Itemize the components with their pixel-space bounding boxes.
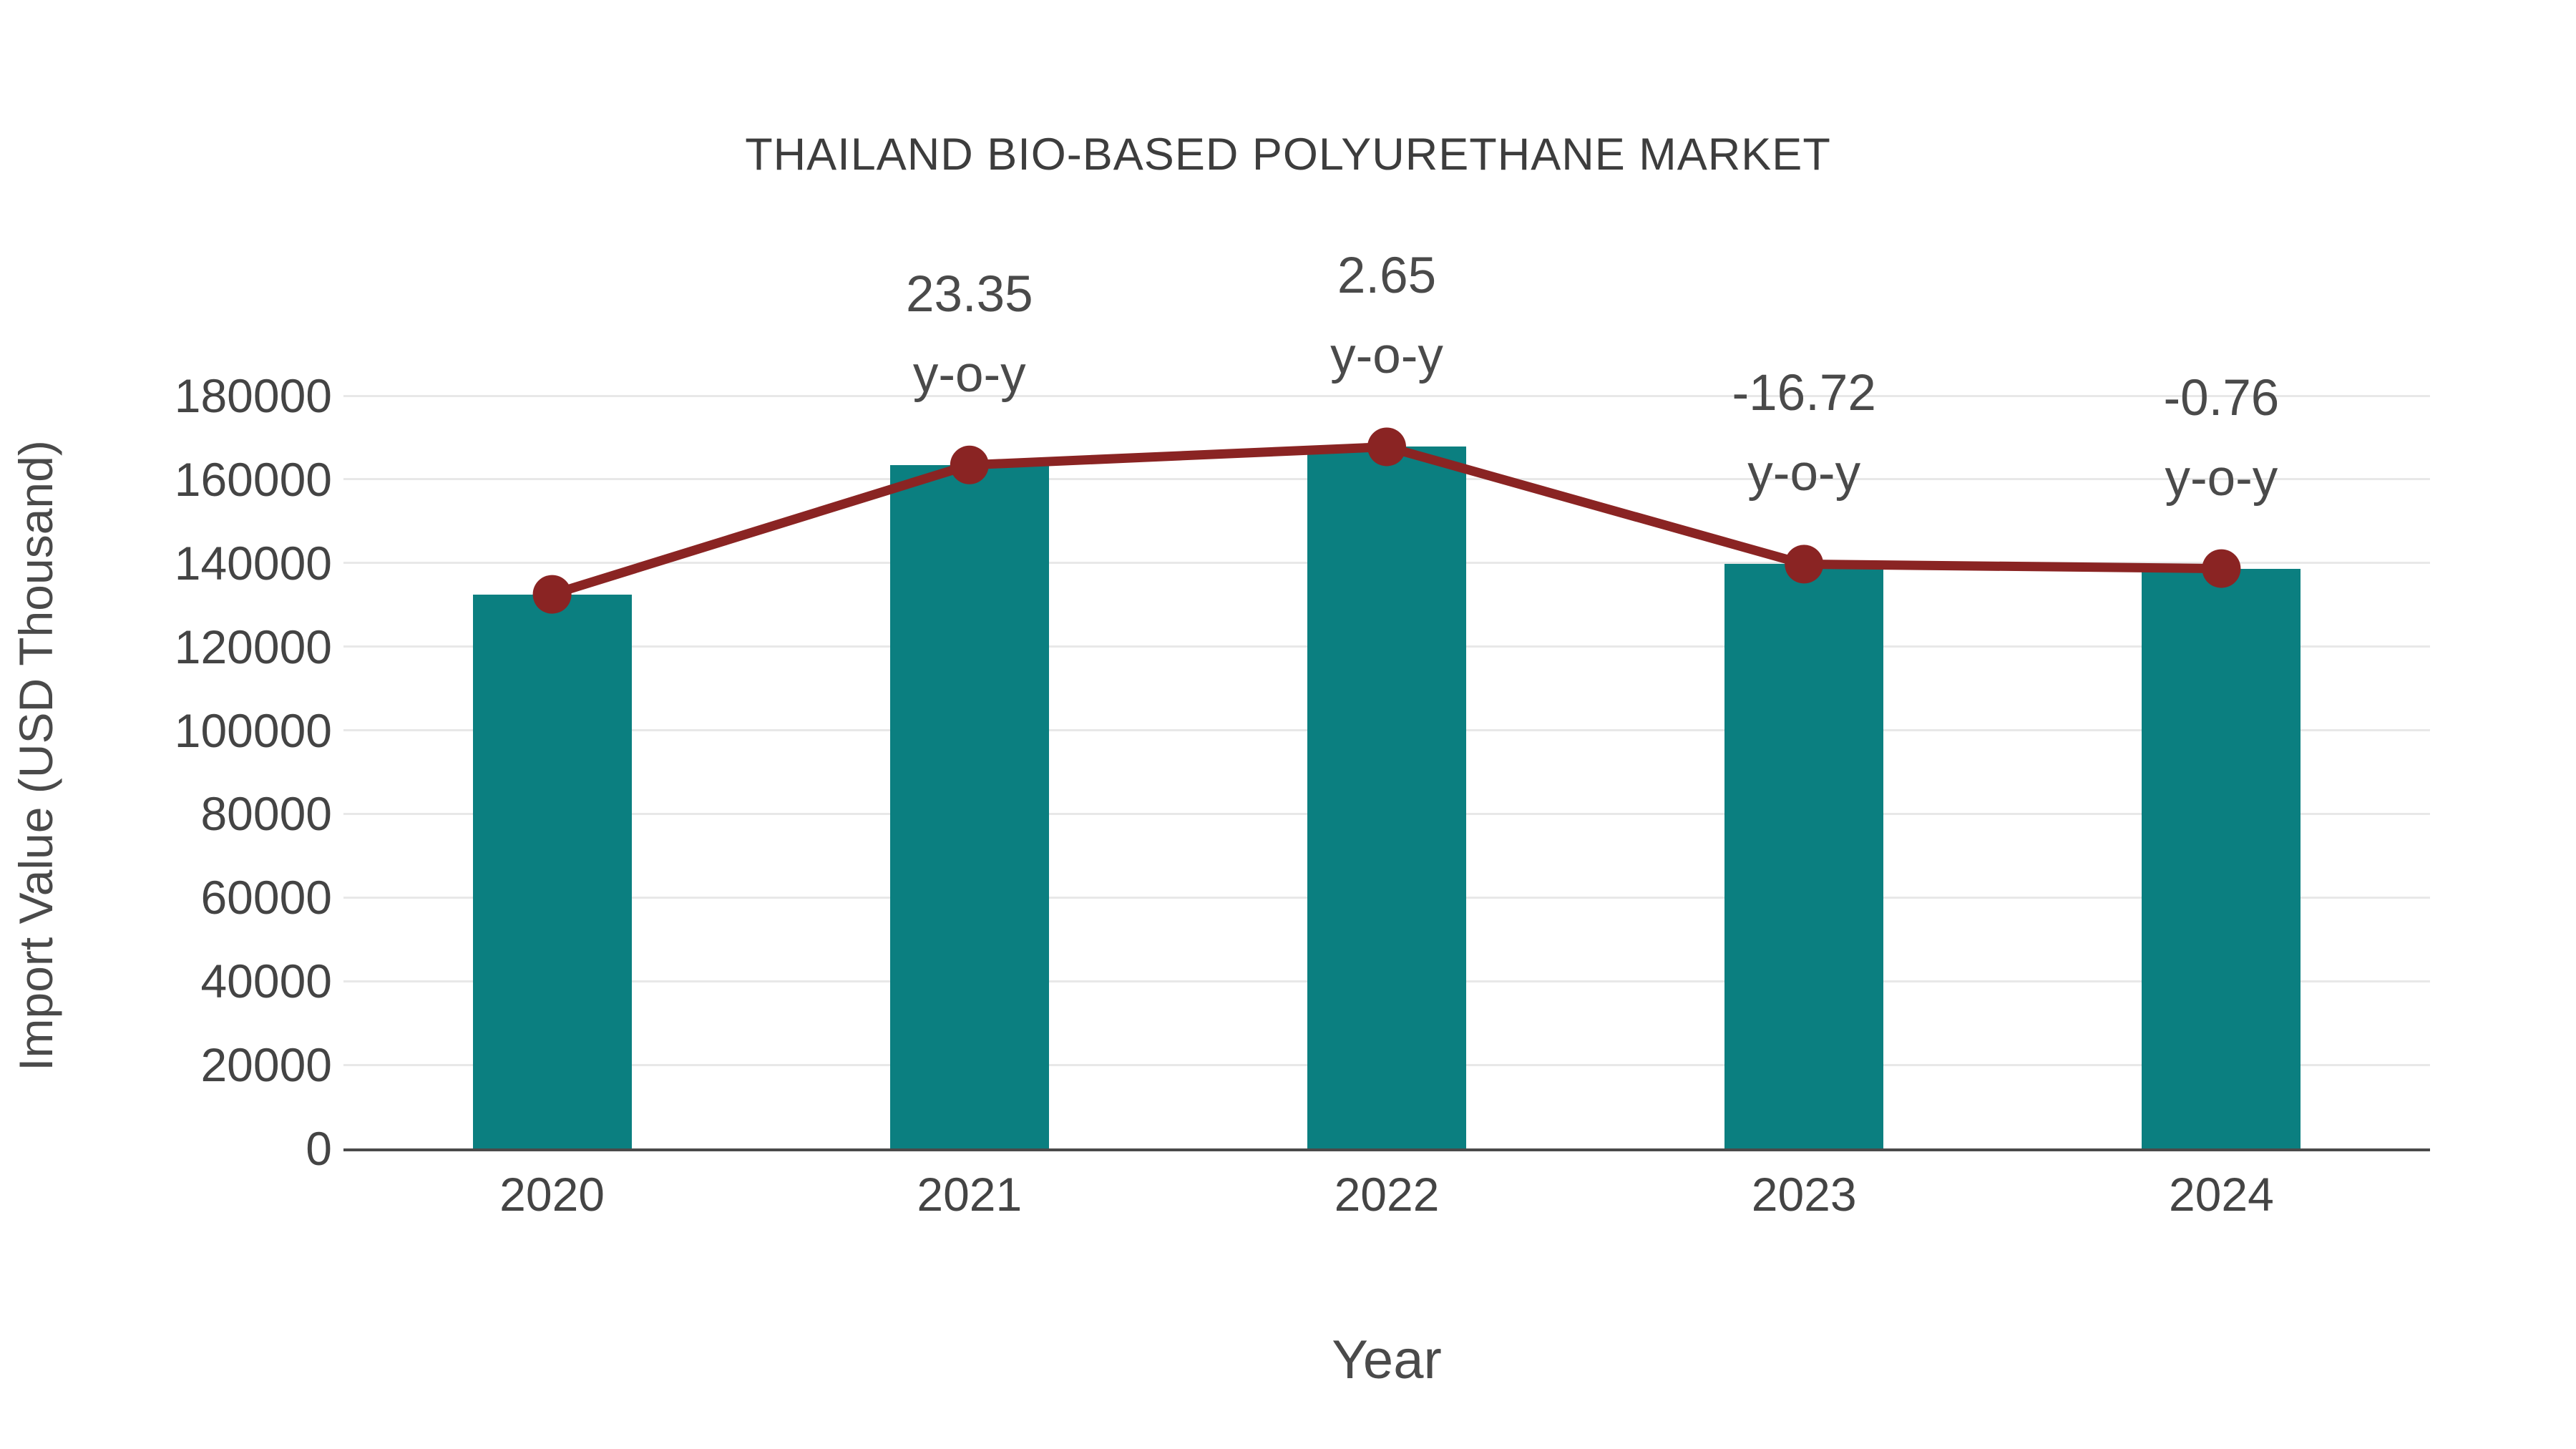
x-tick-label-2021: 2021 [917, 1168, 1023, 1221]
annotation-value: -16.72 [1732, 365, 1876, 422]
y-tick-label-20000: 20000 [200, 1038, 332, 1092]
data-point-marker-2021 [950, 445, 989, 484]
x-tick-label-2022: 2022 [1334, 1168, 1440, 1221]
annotation-suffix: y-o-y [912, 346, 1026, 403]
annotation-value: 2.65 [1337, 248, 1437, 305]
bar-2024 [2142, 568, 2301, 1148]
annotation-2021: 23.35 y-o-y [812, 255, 1127, 415]
bar-2022 [1307, 447, 1466, 1148]
y-tick-label-180000: 180000 [174, 369, 332, 422]
gridline-y-180000 [343, 394, 2430, 397]
x-axis-title: Year [1332, 1330, 1442, 1390]
y-tick-label-140000: 140000 [174, 536, 332, 590]
annotation-2024: -0.76 y-o-y [2064, 358, 2379, 519]
y-tick-label-40000: 40000 [200, 955, 332, 1008]
chart-title: THAILAND BIO-BASED POLYURETHANE MARKET [745, 130, 1831, 180]
x-tick-label-2020: 2020 [499, 1168, 605, 1221]
bar-2023 [1724, 564, 1884, 1148]
data-point-marker-2023 [1785, 545, 1824, 584]
bar-2020 [472, 594, 632, 1148]
annotation-suffix: y-o-y [2165, 449, 2278, 507]
trend-line [550, 441, 2222, 599]
x-tick-label-2023: 2023 [1751, 1168, 1857, 1221]
annotation-suffix: y-o-y [1330, 328, 1443, 385]
annotation-2022: 2.65 y-o-y [1229, 236, 1544, 396]
data-point-marker-2024 [2202, 549, 2241, 588]
y-tick-label-160000: 160000 [174, 452, 332, 506]
annotation-2023: -16.72 y-o-y [1646, 353, 1961, 514]
data-point-marker-2020 [532, 575, 572, 614]
y-tick-label-0: 0 [306, 1122, 332, 1175]
annotation-value: 23.35 [905, 265, 1033, 323]
annotation-suffix: y-o-y [1747, 445, 1861, 502]
y-tick-label-80000: 80000 [200, 787, 332, 841]
y-tick-label-120000: 120000 [174, 620, 332, 673]
annotation-value: -0.76 [2163, 369, 2280, 426]
line-series-layer [532, 427, 2241, 614]
y-tick-label-100000: 100000 [174, 703, 332, 757]
data-point-marker-2022 [1367, 427, 1406, 467]
bar-2021 [889, 464, 1049, 1148]
y-tick-label-60000: 60000 [200, 871, 332, 924]
x-tick-label-2024: 2024 [2168, 1168, 2274, 1221]
plot-area [343, 394, 2430, 1151]
